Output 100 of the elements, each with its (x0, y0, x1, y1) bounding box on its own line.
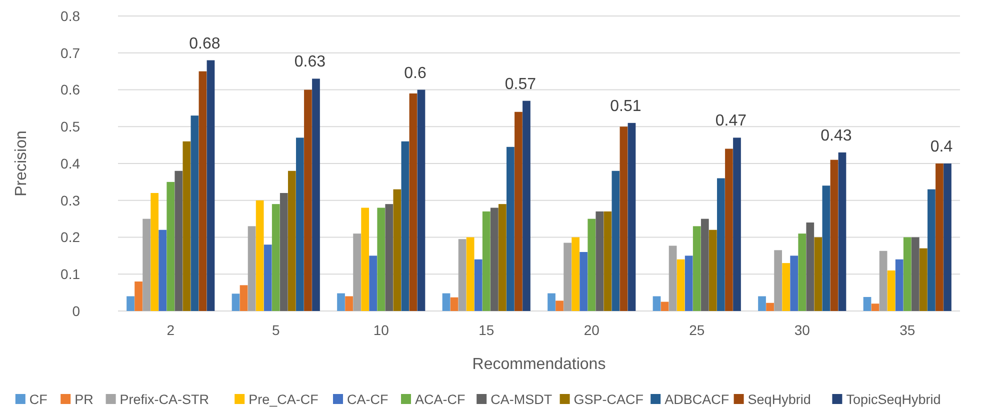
bar (474, 259, 482, 311)
bar (822, 186, 830, 311)
bar (232, 294, 240, 311)
bar (879, 250, 888, 311)
data-label: 0.47 (715, 112, 747, 130)
bar (174, 170, 183, 311)
bar (506, 146, 514, 311)
bar (628, 122, 636, 311)
x-tick-label: 10 (373, 322, 390, 338)
data-label: 0.51 (610, 98, 642, 115)
bar (652, 296, 661, 311)
bar (620, 126, 628, 311)
x-tick-label: 25 (689, 322, 705, 338)
bar (806, 222, 814, 311)
bar (838, 152, 846, 311)
x-axis-title: Recommendations (472, 356, 606, 373)
bar (604, 211, 612, 311)
bar (596, 211, 604, 311)
bar (588, 218, 596, 311)
bar (353, 234, 361, 311)
bar (758, 296, 766, 311)
bar (863, 296, 872, 311)
bar (248, 226, 256, 311)
legend-label: PR (74, 392, 94, 407)
bar (830, 160, 838, 311)
y-tick-label: 0.2 (60, 229, 80, 246)
bar (280, 193, 288, 311)
data-label: 0.57 (504, 76, 536, 93)
bar (564, 242, 572, 311)
bar (288, 170, 296, 311)
bar (361, 208, 370, 311)
bar (458, 239, 466, 311)
data-label: 0.4 (930, 138, 953, 156)
bar (928, 189, 936, 311)
bar (393, 189, 402, 311)
bar (450, 297, 458, 311)
bar (814, 237, 822, 311)
bar (158, 230, 167, 311)
legend-label: SeqHybrid (748, 392, 811, 407)
legend-label: TopicSeqHybrid (846, 392, 941, 407)
bar (126, 296, 134, 311)
bar (240, 285, 248, 311)
bar (206, 60, 215, 311)
bar (798, 234, 806, 311)
x-tick-label: 30 (794, 322, 810, 338)
legend-label: Prefix-CA-STR (120, 392, 210, 407)
legend-label: CA-MSDT (490, 392, 552, 407)
y-tick-label: 0.7 (60, 44, 80, 61)
x-tick-label: 20 (584, 322, 600, 338)
bar (150, 193, 159, 311)
data-label: 0.63 (294, 54, 326, 71)
bar (142, 218, 150, 311)
y-axis-title: Precision (13, 130, 30, 196)
bar (572, 237, 580, 311)
data-label: 0.68 (189, 35, 220, 52)
bar (377, 208, 386, 311)
bar (708, 230, 717, 311)
bar (676, 259, 685, 311)
y-tick-label: 0.5 (60, 118, 80, 135)
bar (911, 237, 920, 311)
bar (766, 302, 774, 311)
data-label: 0.43 (820, 127, 852, 144)
bar (345, 296, 353, 311)
bar (514, 112, 522, 311)
bar (944, 164, 952, 311)
bar (895, 259, 904, 311)
data-label: 0.6 (404, 64, 426, 82)
bar (409, 93, 418, 311)
bar (337, 293, 345, 311)
y-tick-label: 0.1 (60, 266, 80, 282)
bar (725, 148, 733, 311)
bar (668, 246, 677, 311)
bar (417, 90, 426, 311)
bar (903, 237, 912, 311)
bar (522, 100, 530, 311)
bar (580, 252, 588, 311)
bar (717, 178, 725, 311)
bar (296, 138, 304, 311)
bar (919, 248, 928, 311)
bar (256, 200, 264, 311)
bar (272, 204, 280, 311)
bar (312, 78, 320, 311)
legend-label: CA-CF (347, 392, 388, 407)
bar (369, 256, 378, 311)
bar (401, 141, 410, 311)
bar (871, 304, 880, 311)
y-tick-label: 0 (72, 302, 80, 319)
bar (490, 208, 498, 311)
x-tick-label: 5 (272, 322, 280, 338)
bar (790, 256, 798, 311)
bar (556, 300, 564, 311)
bar (660, 302, 669, 311)
legend-label: CF (29, 392, 48, 407)
bar (887, 270, 896, 311)
bar (264, 244, 272, 311)
x-tick-label: 35 (900, 322, 916, 338)
bar (612, 170, 620, 311)
bar (782, 263, 790, 311)
y-tick-label: 0.3 (60, 192, 80, 208)
bar (684, 256, 693, 311)
